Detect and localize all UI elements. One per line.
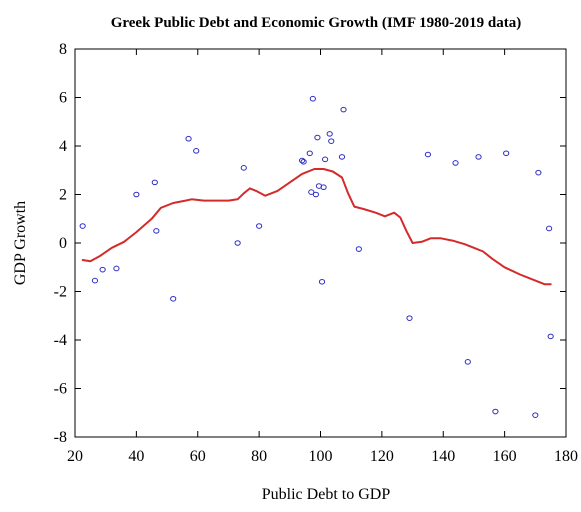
x-axis-label: Public Debt to GDP: [262, 486, 391, 503]
scatter-point: [99, 266, 106, 273]
scatter-point: [328, 138, 335, 144]
scatter-point: [326, 131, 333, 137]
scatter-point: [133, 191, 140, 198]
scatter-point: [185, 135, 192, 142]
scatter-point: [322, 156, 329, 163]
scatter-point: [424, 151, 432, 158]
scatter-point: [532, 412, 539, 418]
plot-area: 20 40 60 80 100 120 140 160 180 -8 -6 -4 -2 0 2 4 6 8: [54, 41, 578, 465]
scatter-point: [113, 265, 120, 272]
y-tick-label: 0: [59, 235, 67, 252]
scatter-point: [91, 277, 99, 284]
scatter-point: [340, 106, 347, 113]
y-axis-label: GDP Growth: [12, 201, 29, 285]
scatter-point: [338, 154, 346, 160]
x-tick-label: 40: [128, 448, 144, 465]
scatter-point: [546, 225, 553, 232]
y-tick-label: 4: [59, 138, 67, 155]
scatter-point: [309, 95, 316, 102]
scatter-point: [492, 408, 499, 415]
y-tick-label: -4: [54, 332, 67, 349]
x-tick-label: 80: [251, 448, 267, 465]
y-tick-label: -6: [54, 381, 67, 398]
scatter-point: [314, 134, 321, 141]
scatter-point: [475, 154, 482, 160]
scatter-point: [308, 189, 315, 195]
y-tick-label: 6: [59, 90, 67, 107]
scatter-point: [300, 158, 307, 165]
scatter-point: [151, 179, 158, 186]
scatter-point: [320, 184, 327, 191]
scatter-point: [153, 228, 160, 234]
fit-curve-line: [81, 168, 552, 286]
scatter-point: [464, 359, 471, 365]
scatter-point: [452, 160, 459, 166]
x-tick-label: 100: [309, 448, 333, 465]
x-tick-label: 140: [431, 448, 455, 465]
y-tick-label: 8: [59, 41, 67, 58]
chart-title: Greek Public Debt and Economic Growth (I…: [111, 15, 522, 31]
scatter-point: [547, 333, 554, 340]
scatter-point: [256, 223, 263, 229]
scatter-point: [170, 295, 177, 302]
x-tick-label: 20: [67, 448, 83, 465]
scatter-point: [79, 223, 86, 229]
scatter-point: [298, 157, 306, 164]
scatter-point: [234, 240, 241, 246]
scatter-point: [240, 165, 247, 171]
y-tick-label: -2: [54, 284, 67, 301]
y-tick-label: -8: [54, 429, 67, 446]
scatter-point: [306, 150, 313, 157]
scatter-point: [406, 315, 413, 321]
scatter-point: [355, 246, 362, 252]
x-tick-label: 120: [370, 448, 394, 465]
x-tick-label: 180: [554, 448, 578, 465]
scatter-point: [535, 169, 542, 176]
x-tick-label: 160: [493, 448, 517, 465]
scatter-point: [193, 148, 200, 154]
y-tick-label: 2: [59, 187, 67, 204]
scatter-point: [312, 191, 319, 198]
plot-frame: [74, 48, 567, 438]
scatter-point: [503, 150, 510, 157]
scatter-point: [318, 279, 326, 285]
x-tick-label: 60: [190, 448, 206, 465]
